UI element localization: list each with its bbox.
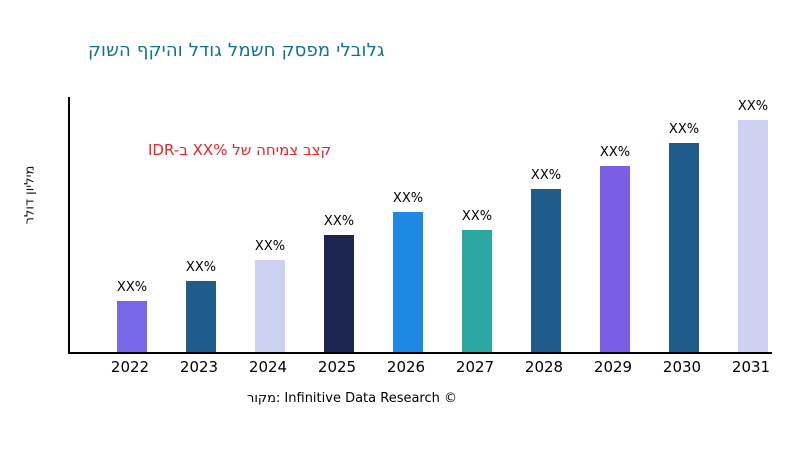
bar-value-label-2026: XX%: [392, 191, 424, 206]
bar-2025: [324, 235, 354, 352]
y-axis-label: רלוד ןוילימ: [22, 165, 38, 225]
x-tick-2030: 2030: [662, 358, 702, 376]
chart-title: קושה ףקיהו לדוג למשח קספמ ילבולג: [88, 40, 385, 61]
x-tick-2027: 2027: [455, 358, 495, 376]
bar-2030: [669, 143, 699, 352]
bar-2023: [186, 281, 216, 352]
bar-2028: [531, 189, 561, 352]
x-tick-2026: 2026: [386, 358, 426, 376]
growth-rate-annotation: IDR-ב XX% לש החימצ בצק: [148, 141, 332, 159]
x-tick-2028: 2028: [524, 358, 564, 376]
bar-2031: [738, 120, 768, 352]
bar-2027: [462, 230, 492, 352]
x-tick-2031: 2031: [731, 358, 771, 376]
x-tick-2023: 2023: [179, 358, 219, 376]
source-caption: רוקמ: Infinitive Data Research ©: [246, 391, 458, 406]
x-tick-2024: 2024: [248, 358, 288, 376]
bar-value-label-2029: XX%: [599, 145, 631, 160]
bar-value-label-2024: XX%: [254, 239, 286, 254]
bar-value-label-2030: XX%: [668, 122, 700, 137]
bar-2024: [255, 260, 285, 352]
bar-value-label-2027: XX%: [461, 209, 493, 224]
bar-value-label-2022: XX%: [116, 280, 148, 295]
bar-2026: [393, 212, 423, 352]
x-tick-2022: 2022: [110, 358, 150, 376]
bar-value-label-2023: XX%: [185, 260, 217, 275]
bar-2022: [117, 301, 147, 352]
x-tick-2025: 2025: [317, 358, 357, 376]
plot-area: XX% XX% XX% XX% XX% XX% XX% XX% XX% XX%: [68, 97, 772, 354]
bar-value-label-2028: XX%: [530, 168, 562, 183]
bar-value-label-2025: XX%: [323, 214, 355, 229]
bar-2029: [600, 166, 630, 352]
bar-value-label-2031: XX%: [737, 99, 769, 114]
x-tick-2029: 2029: [593, 358, 633, 376]
